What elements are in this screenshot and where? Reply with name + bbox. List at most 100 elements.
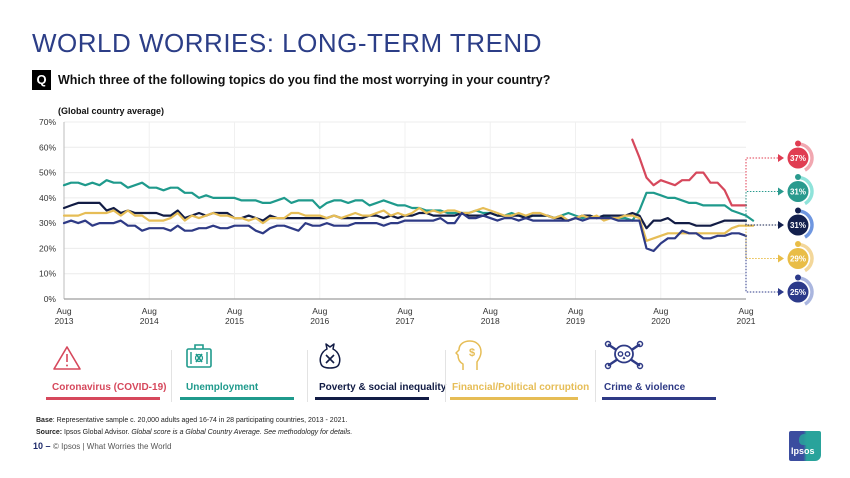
callout-circle xyxy=(787,248,809,269)
legend-item-corruption: $ Financial/Political corruption xyxy=(450,340,590,404)
end-callout: 25% xyxy=(745,235,814,306)
legend-divider xyxy=(595,350,596,402)
line-chart: 0%10%20%30%40%50%60%70% Aug2013Aug2014Au… xyxy=(39,117,814,326)
callout-arrow xyxy=(778,187,784,196)
callout-arrow xyxy=(778,254,784,263)
x-tick-label: 2013 xyxy=(55,316,74,326)
series-line-coronavirus-covid-19- xyxy=(631,138,748,207)
head-dollar-icon: $ xyxy=(454,340,484,377)
legend-label: Coronavirus (COVID-19) xyxy=(52,382,167,393)
page-number: 10 xyxy=(33,441,44,451)
y-tick-label: 50% xyxy=(39,168,56,178)
x-tick-label: Aug xyxy=(568,306,583,316)
page-title: WORLD WORRIES: LONG-TERM TREND xyxy=(32,28,542,58)
x-tick-label: Aug xyxy=(56,306,71,316)
survey-question: Which three of the following topics do y… xyxy=(58,73,551,87)
legend-label: Financial/Political corruption xyxy=(452,382,590,393)
skull-crossbones-icon xyxy=(604,340,644,375)
callout-circle xyxy=(787,281,809,303)
callout-value: 29% xyxy=(790,255,806,264)
legend-divider xyxy=(171,350,172,402)
x-tick-label: Aug xyxy=(397,306,412,316)
legend-divider xyxy=(445,350,446,402)
callout-circle xyxy=(787,214,809,236)
callout-ring xyxy=(799,276,814,306)
source-italic: Global score is a Global Country Average… xyxy=(131,429,353,436)
page-dash: – xyxy=(43,441,54,451)
callout-arrow xyxy=(778,288,784,296)
y-tick-label: 70% xyxy=(39,117,56,127)
end-value-callouts: 37% 31% 31% 29% 25% xyxy=(745,140,814,306)
callout-arrow xyxy=(778,221,784,229)
legend-color-bar xyxy=(315,397,429,400)
callout-ring xyxy=(799,209,814,239)
x-tick-label: Aug xyxy=(142,306,157,316)
legend-item-unemployment: Unemployment xyxy=(180,344,302,404)
source-label: Source: xyxy=(36,429,63,436)
logo-text: Ipsos xyxy=(791,446,815,456)
end-callout: 31% xyxy=(745,174,814,221)
source-text: Ipsos Global Advisor. xyxy=(62,429,132,436)
y-tick-label: 40% xyxy=(39,193,56,203)
grid-lines xyxy=(64,121,746,299)
legend-divider xyxy=(307,350,308,402)
copyright: © Ipsos | What Worries the World xyxy=(53,442,172,451)
x-tick-label: 2014 xyxy=(140,316,159,326)
base-note: Base: Representative sample c. 20,000 ad… xyxy=(36,417,347,424)
x-tick-label: 2017 xyxy=(396,316,415,326)
callout-value: 31% xyxy=(790,221,806,230)
callout-circle xyxy=(787,147,809,169)
callout-dot xyxy=(795,207,801,214)
axes xyxy=(63,122,746,300)
x-tick-label: Aug xyxy=(653,306,668,316)
callout-connector xyxy=(745,225,778,259)
legend-color-bar xyxy=(46,397,160,400)
x-tick-label: 2021 xyxy=(737,316,756,326)
series-lines xyxy=(62,138,755,253)
end-callout: 31% xyxy=(745,207,814,239)
y-tick-label: 20% xyxy=(39,243,56,253)
legend-item-poverty: Poverty & social inequality xyxy=(315,343,447,404)
legend-item-crime: Crime & violence xyxy=(600,340,720,404)
legend-color-bar xyxy=(602,397,716,400)
source-note: Source: Ipsos Global Advisor. Global sco… xyxy=(36,429,352,436)
legend-item-covid: Coronavirus (COVID-19) xyxy=(46,344,168,404)
callout-dot xyxy=(795,241,801,247)
x-tick-label: Aug xyxy=(483,306,498,316)
y-tick-label: 60% xyxy=(39,142,56,152)
x-tick-label: 2018 xyxy=(481,316,500,326)
legend-label: Poverty & social inequality xyxy=(319,382,447,393)
svg-text:$: $ xyxy=(469,347,475,359)
series-line-financial-political-corruption xyxy=(62,206,755,242)
briefcase-icon xyxy=(184,340,214,375)
series-line-unemployment xyxy=(62,179,755,222)
legend-color-bar xyxy=(450,397,578,400)
x-tick-label: 2016 xyxy=(310,316,329,326)
warning-triangle-icon xyxy=(52,344,82,377)
question-badge: Q xyxy=(32,70,51,90)
series-line-crime-violence xyxy=(62,211,748,253)
callout-circle xyxy=(787,181,809,202)
end-callout: 29% xyxy=(745,225,814,273)
legend-label: Unemployment xyxy=(186,382,259,393)
x-tick-label: Aug xyxy=(227,306,242,316)
callout-arrow xyxy=(778,154,784,162)
callout-ring xyxy=(799,142,814,172)
logo-mark xyxy=(799,434,809,445)
callout-connector xyxy=(745,191,778,221)
x-tick-label: Aug xyxy=(312,306,327,316)
x-tick-label: Aug xyxy=(738,306,753,316)
page-footer: 10 – © Ipsos | What Worries the World xyxy=(33,441,171,451)
y-tick-label: 30% xyxy=(39,218,56,228)
callout-value: 31% xyxy=(790,188,806,197)
base-label: Base xyxy=(36,417,53,424)
callout-dot xyxy=(795,274,801,281)
x-tick-label: 2019 xyxy=(566,316,585,326)
callout-ring xyxy=(799,242,814,273)
legend-label: Crime & violence xyxy=(604,382,686,393)
legend-color-bar xyxy=(180,397,294,400)
base-text: : Representative sample c. 20,000 adults… xyxy=(52,417,348,424)
y-tick-label: 10% xyxy=(39,269,56,279)
callout-value: 37% xyxy=(790,154,806,163)
x-tick-label: 2015 xyxy=(225,316,244,326)
